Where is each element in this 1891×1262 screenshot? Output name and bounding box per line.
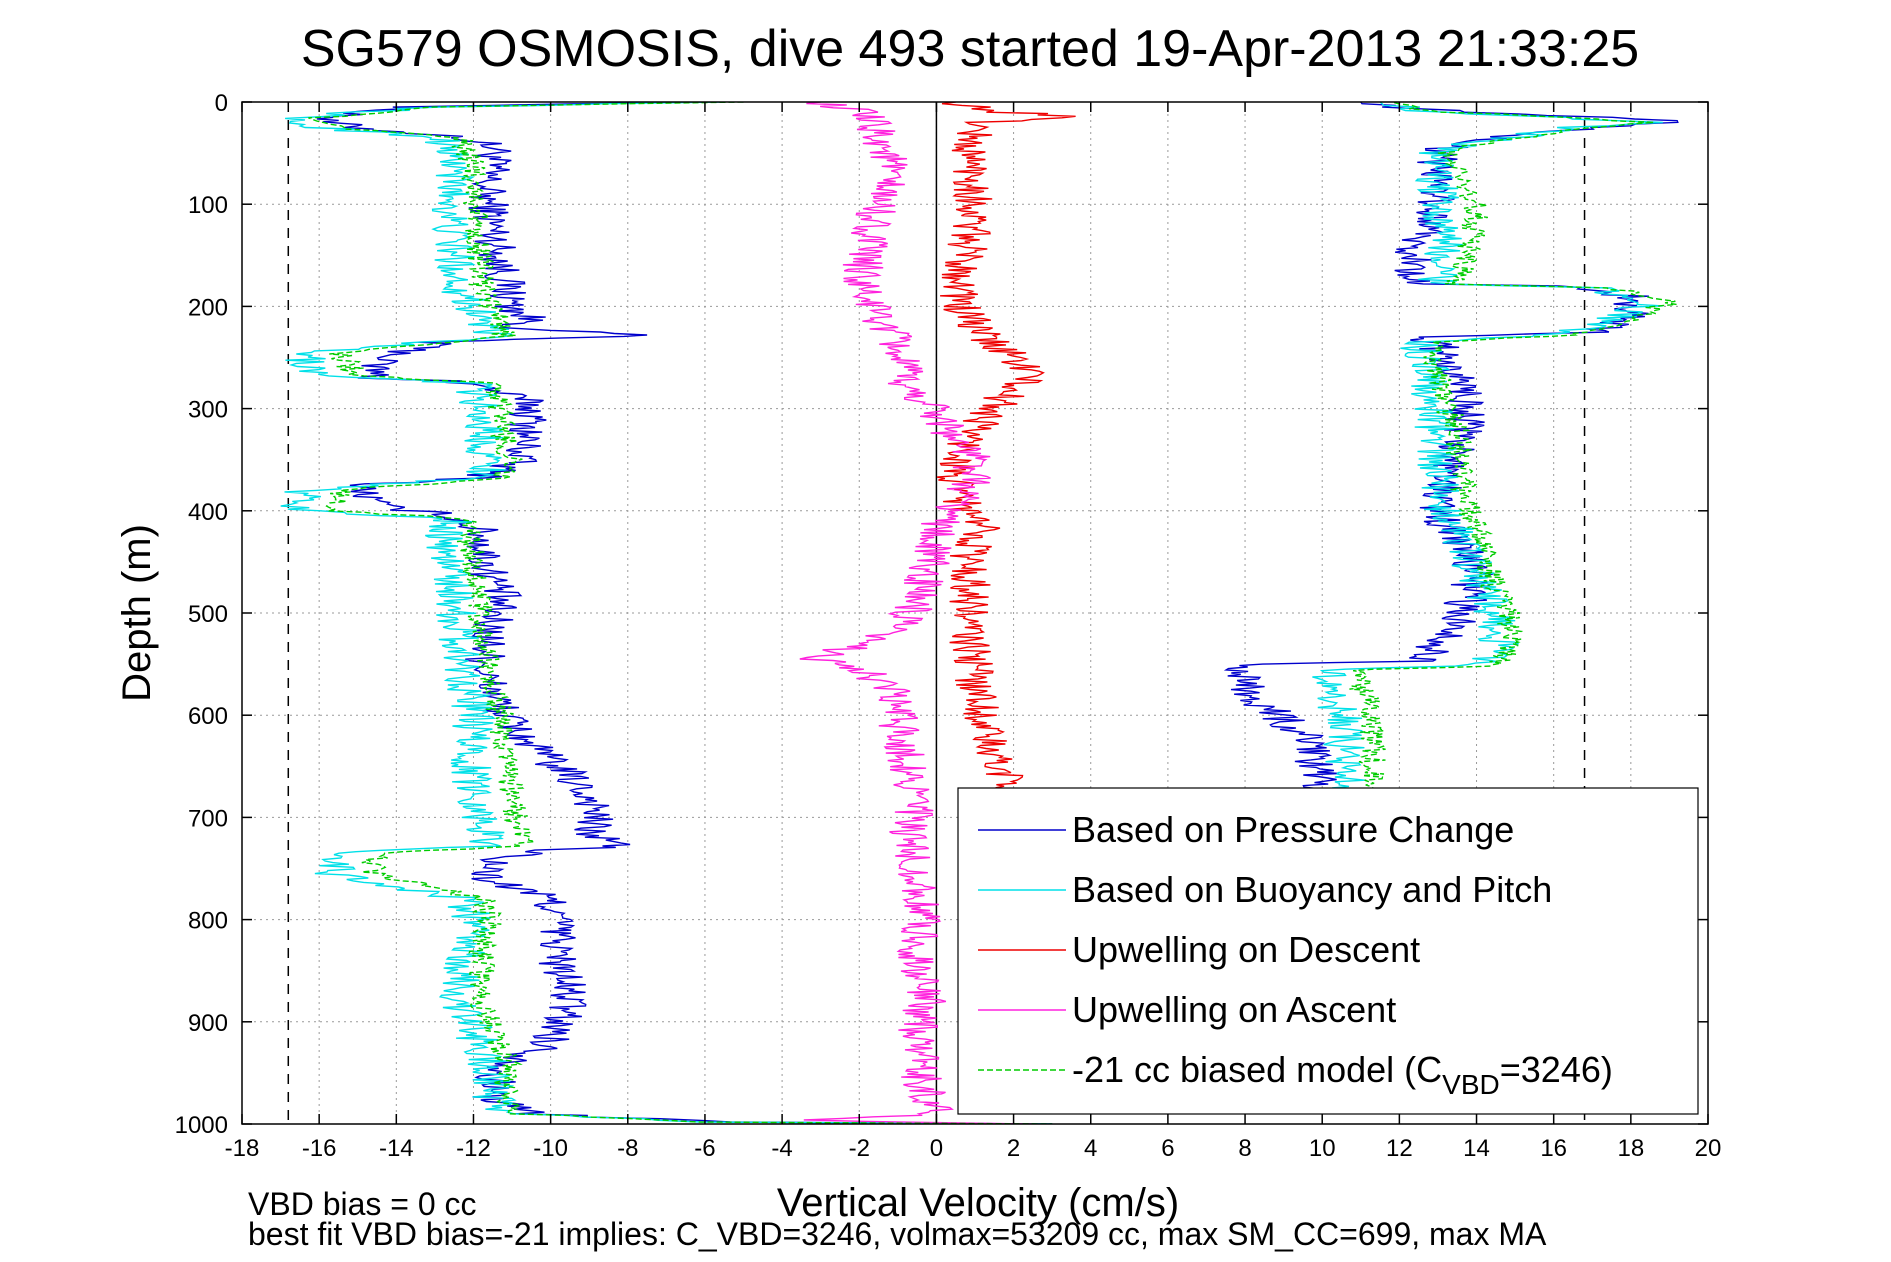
series-line	[316, 102, 1053, 1124]
y-tick-label: 0	[215, 90, 228, 117]
x-axis-label: Vertical Velocity (cm/s)	[777, 1181, 1179, 1225]
x-tick-label: 6	[1161, 1135, 1174, 1162]
x-tick-label: 16	[1540, 1135, 1567, 1162]
y-tick-label: 700	[188, 805, 228, 832]
x-tick-label: -10	[533, 1135, 568, 1162]
y-tick-label: 1000	[175, 1112, 228, 1139]
y-tick-label: 800	[188, 908, 228, 935]
legend-suffix: =3246)	[1500, 1049, 1613, 1090]
y-tick-label: 900	[188, 1010, 228, 1037]
x-tick-label: -12	[456, 1135, 491, 1162]
y-axis-label: Depth (m)	[115, 524, 159, 702]
x-tick-label: 18	[1617, 1135, 1644, 1162]
footer-best-fit: best fit VBD bias=-21 implies: C_VBD=324…	[248, 1216, 1547, 1252]
x-tick-label: -8	[617, 1135, 638, 1162]
footer-vbd-bias: VBD bias = 0 cc	[248, 1186, 477, 1222]
series-line	[308, 102, 1053, 1124]
legend-label: Upwelling on Descent	[1072, 929, 1420, 970]
chart-title: SG579 OSMOSIS, dive 493 started 19-Apr-2…	[301, 20, 1639, 78]
series-line	[280, 102, 1053, 1124]
legend-label: Based on Pressure Change	[1072, 809, 1514, 850]
x-tick-label: -6	[694, 1135, 715, 1162]
x-tick-label: 4	[1084, 1135, 1097, 1162]
y-tick-label: 100	[188, 192, 228, 219]
x-tick-label: -16	[302, 1135, 337, 1162]
x-tick-label: 2	[1007, 1135, 1020, 1162]
y-tick-label: 400	[188, 499, 228, 526]
legend-label: Based on Buoyancy and Pitch	[1072, 869, 1552, 910]
x-tick-label: 20	[1695, 1135, 1722, 1162]
series-line	[799, 102, 1033, 1124]
legend-subscript: VBD	[1442, 1069, 1500, 1100]
y-tick-label: 300	[188, 397, 228, 424]
legend-box	[957, 787, 1699, 1115]
x-tick-label: 14	[1463, 1135, 1490, 1162]
x-tick-label: -18	[225, 1135, 260, 1162]
x-tick-label: -2	[849, 1135, 870, 1162]
x-tick-label: 12	[1386, 1135, 1413, 1162]
x-tick-label: -4	[771, 1135, 792, 1162]
y-tick-label: 500	[188, 601, 228, 628]
x-tick-label: -14	[379, 1135, 414, 1162]
y-tick-label: 600	[188, 703, 228, 730]
x-tick-label: 0	[930, 1135, 943, 1162]
legend: Based on Pressure Change Based on Buoyanc…	[957, 787, 1699, 1115]
y-tick-label: 200	[188, 294, 228, 321]
legend-label: Upwelling on Ascent	[1072, 989, 1396, 1030]
x-tick-label: 8	[1238, 1135, 1251, 1162]
x-tick-label: 10	[1309, 1135, 1336, 1162]
axis-ticks: -18 -16 -14 -12 -10 -8 -6 -4 -2 0 2 4 6 8 10 12 14 16 18 20…	[175, 90, 1722, 1162]
